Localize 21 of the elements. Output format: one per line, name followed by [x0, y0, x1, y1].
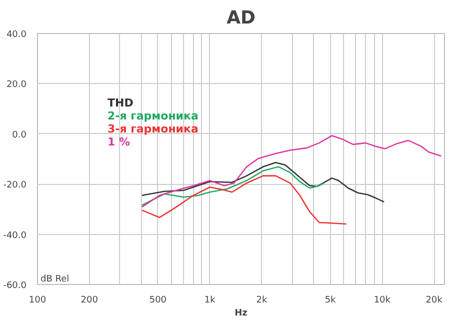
x-tick-label: 200	[80, 296, 98, 306]
x-axis-title: Hz	[234, 308, 248, 318]
x-tick-label: 2k	[256, 296, 268, 306]
chart-title: AD	[226, 8, 256, 28]
x-tick-label: 5k	[324, 296, 337, 306]
text: THD	[108, 96, 134, 110]
x-tick-label: 20k	[426, 296, 444, 306]
y-tick-label: 0.0	[12, 130, 27, 140]
y-tick-label: -20.0	[3, 180, 27, 191]
x-tick-label: 1k	[204, 296, 216, 306]
text: 2-я гармоника	[108, 110, 198, 122]
x-tick-label: 500	[149, 296, 167, 306]
x-tick-label: 100	[28, 296, 46, 306]
text: 3-я гармоника	[108, 122, 198, 136]
x-tick-label: 10k	[374, 296, 392, 306]
y-tick-label: 40.0	[6, 30, 27, 40]
y-axis-title: dB Rel	[40, 274, 70, 284]
y-tick-label: -60.0	[3, 281, 27, 291]
text: 1 %	[108, 136, 130, 148]
y-tick-label: -40.0	[3, 230, 27, 241]
y-tick-label: 20.0	[6, 80, 27, 90]
